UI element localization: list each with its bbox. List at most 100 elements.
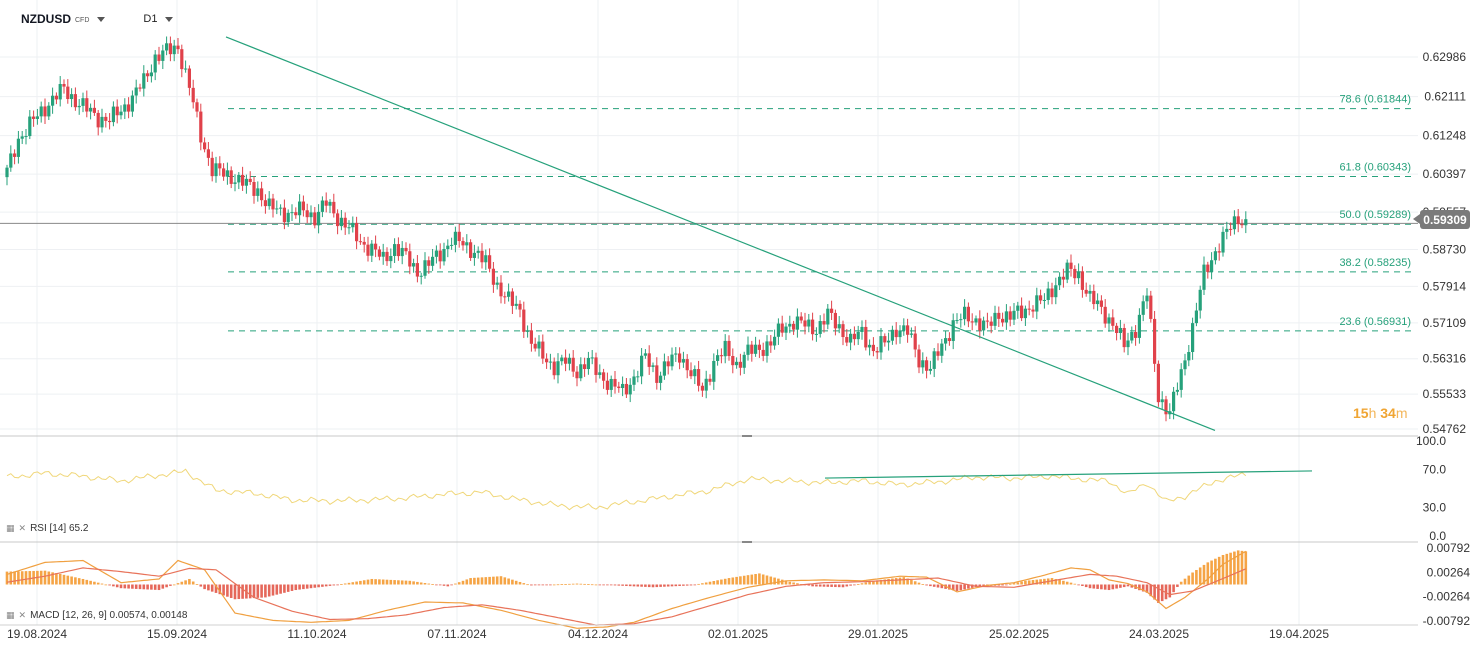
macd-histogram-bar bbox=[264, 584, 267, 598]
candle-body bbox=[852, 333, 856, 340]
candle-body bbox=[1126, 340, 1130, 348]
candle-body bbox=[377, 249, 381, 257]
macd-histogram-bar bbox=[1153, 584, 1156, 600]
settings-icon[interactable]: ▦ bbox=[6, 523, 15, 533]
candle-body bbox=[621, 383, 625, 389]
candle-body bbox=[260, 188, 264, 201]
macd-histogram-bar bbox=[1115, 584, 1118, 589]
candle-body bbox=[385, 251, 389, 262]
candle-body bbox=[271, 198, 275, 210]
macd-histogram-bar bbox=[161, 584, 165, 589]
macd-histogram-bar bbox=[955, 584, 959, 591]
macd-histogram-bar bbox=[17, 571, 20, 585]
candle-body bbox=[339, 217, 343, 227]
candle-body bbox=[928, 368, 932, 371]
close-icon[interactable]: ✕ bbox=[18, 610, 27, 620]
candle-body bbox=[628, 384, 632, 395]
candle-body bbox=[887, 340, 891, 343]
candle-body bbox=[605, 380, 609, 390]
macd-histogram-bar bbox=[85, 579, 89, 585]
price-tick-label: 0.56316 bbox=[1423, 352, 1467, 366]
candle-body bbox=[552, 361, 556, 376]
macd-histogram-bar bbox=[488, 576, 491, 585]
macd-histogram-bar bbox=[153, 584, 157, 590]
candle-body bbox=[480, 250, 484, 263]
date-axis[interactable]: 19.08.2024 15.09.2024 11.10.2024 07.11.2024… bbox=[7, 627, 1329, 641]
macd-histogram-bar bbox=[560, 584, 564, 585]
macd-histogram-bar bbox=[716, 580, 719, 585]
macd-histogram-bar bbox=[20, 571, 24, 585]
macd-histogram-bar bbox=[818, 584, 822, 587]
candle-body bbox=[1172, 391, 1176, 412]
candle-body bbox=[624, 383, 628, 395]
candle-body bbox=[100, 116, 104, 128]
candle-body bbox=[507, 291, 511, 297]
candle-body bbox=[575, 371, 579, 379]
candle-body bbox=[51, 95, 55, 106]
candle-body bbox=[233, 182, 237, 184]
candle-body bbox=[1210, 260, 1214, 272]
countdown-minutes: 34 bbox=[1380, 405, 1396, 421]
close-icon[interactable]: ✕ bbox=[18, 523, 27, 533]
macd-histogram-bar bbox=[127, 584, 130, 589]
candle-body bbox=[199, 111, 203, 143]
candle-body bbox=[1149, 295, 1153, 319]
macd-histogram-bar bbox=[237, 584, 241, 600]
macd-histogram-bar bbox=[165, 584, 168, 588]
macd-histogram-bar bbox=[359, 580, 362, 585]
macd-histogram-bar bbox=[305, 584, 309, 589]
candle-body bbox=[898, 330, 902, 338]
macd-histogram-bar bbox=[522, 583, 526, 585]
macd-histogram-bar bbox=[492, 576, 495, 585]
macd-histogram-bar bbox=[393, 580, 396, 585]
candle-body bbox=[81, 98, 85, 106]
candle-body bbox=[632, 376, 636, 385]
candle-body bbox=[860, 326, 864, 332]
symbol-name[interactable]: NZDUSD bbox=[21, 12, 71, 26]
macd-histogram-bar bbox=[815, 584, 818, 587]
candle-body bbox=[1156, 363, 1160, 403]
macd-histogram-bar bbox=[617, 584, 621, 586]
macd-histogram-bar bbox=[959, 584, 963, 591]
price-axis[interactable]: 0.629860.621110.612480.603970.595570.587… bbox=[1423, 50, 1467, 436]
candle-body bbox=[883, 336, 887, 343]
candle-body bbox=[222, 168, 226, 177]
macd-histogram-bar bbox=[906, 578, 909, 585]
candle-body bbox=[366, 244, 370, 256]
macd-histogram-bar bbox=[1073, 583, 1077, 585]
price-trendline[interactable] bbox=[225, 36, 1216, 432]
macd-histogram-bar bbox=[765, 575, 769, 585]
macd-histogram-bar bbox=[96, 582, 100, 585]
macd-histogram-bar bbox=[659, 584, 662, 587]
candle-body bbox=[218, 163, 222, 169]
settings-icon[interactable]: ▦ bbox=[6, 610, 15, 620]
candle-body bbox=[1080, 271, 1084, 290]
date-tick-label: 15.09.2024 bbox=[147, 627, 207, 641]
macd-histogram-bar bbox=[674, 584, 678, 587]
candle-body bbox=[917, 349, 921, 368]
timeframe-chevron-down-icon[interactable] bbox=[165, 16, 174, 22]
candle-body bbox=[134, 87, 138, 96]
candle-body bbox=[719, 355, 723, 357]
macd-histogram-bar bbox=[845, 584, 849, 587]
macd-histogram-bar bbox=[195, 584, 199, 585]
candle-body bbox=[351, 222, 355, 228]
macd-histogram-bar bbox=[606, 584, 609, 586]
candle-body bbox=[742, 354, 746, 368]
candle-body bbox=[309, 212, 313, 218]
macd-histogram-bar bbox=[1172, 584, 1175, 593]
macd-histogram-bar bbox=[1001, 584, 1004, 586]
candle-body bbox=[814, 333, 818, 335]
price-tick-label: 0.57109 bbox=[1423, 316, 1467, 330]
macd-histogram-bar bbox=[442, 584, 446, 586]
timeframe-selector[interactable]: D1 bbox=[143, 13, 158, 25]
candle-body bbox=[393, 244, 397, 256]
symbol-chevron-down-icon[interactable] bbox=[97, 16, 106, 22]
candle-body bbox=[583, 364, 587, 370]
candle-body bbox=[184, 68, 188, 70]
macd-histogram-bar bbox=[70, 576, 73, 585]
macd-histogram-bar bbox=[1149, 584, 1153, 597]
macd-histogram-bar bbox=[423, 583, 427, 585]
candle-body bbox=[1145, 295, 1149, 302]
